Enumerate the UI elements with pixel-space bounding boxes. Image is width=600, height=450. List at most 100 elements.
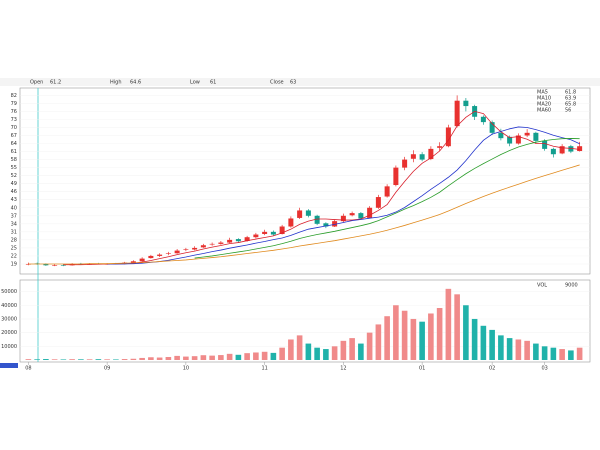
volume-tick-label: 50000 <box>1 289 17 295</box>
candle-body <box>262 231 268 234</box>
legend-value: 56 <box>565 108 571 114</box>
candle-body <box>60 265 66 266</box>
ma-line <box>28 164 580 265</box>
status-tab <box>0 363 18 368</box>
candle-body <box>480 116 486 123</box>
candle-body <box>253 234 259 238</box>
legend-value: 61.8 <box>565 90 576 96</box>
volume-bar <box>480 325 487 360</box>
volume-bar <box>34 359 40 360</box>
volume-bar <box>489 329 495 360</box>
candle-body <box>43 263 49 266</box>
volume-bar <box>323 349 329 360</box>
legend-name: MA5 <box>537 90 548 96</box>
y-tick-label: 28 <box>11 237 17 243</box>
price-panel <box>19 87 591 275</box>
header-label: High <box>110 80 122 86</box>
volume-bar <box>69 359 75 360</box>
candle-body <box>463 100 469 107</box>
y-tick-label: 19 <box>11 261 17 267</box>
volume-bar <box>43 359 49 360</box>
volume-bar <box>568 350 574 360</box>
volume-bar <box>209 355 215 360</box>
candle-body <box>489 122 495 133</box>
candle-body <box>244 237 250 241</box>
ma-line <box>194 138 580 259</box>
volume-bar <box>235 354 242 360</box>
candle-body <box>25 263 31 265</box>
volume-bar <box>183 356 189 360</box>
candle-body <box>393 167 399 186</box>
header-value: 63 <box>290 80 296 86</box>
candle-body <box>192 247 198 250</box>
volume-bar <box>498 335 504 360</box>
volume-bar <box>366 332 373 360</box>
candle-body <box>227 239 233 243</box>
volume-bar <box>200 355 207 360</box>
volume-bar <box>506 338 513 360</box>
volume-tick-label: 30000 <box>1 316 17 322</box>
y-tick-label: 43 <box>11 197 17 203</box>
x-tick-label: 08 <box>25 366 31 372</box>
candle-body <box>148 255 154 259</box>
candle-body <box>419 154 425 160</box>
candle-body <box>200 245 206 248</box>
y-tick-label: 73 <box>11 117 17 123</box>
volume-bar <box>78 359 84 360</box>
x-tick-label: 01 <box>419 366 425 372</box>
y-tick-label: 64 <box>11 141 17 147</box>
candle-body <box>358 213 364 219</box>
x-tick-label: 09 <box>104 366 110 372</box>
x-tick-label: 02 <box>489 366 495 372</box>
volume-tick-label: 40000 <box>1 303 17 309</box>
candle-body <box>515 135 521 144</box>
volume-bar <box>515 339 522 360</box>
volume-bar <box>314 347 320 360</box>
y-tick-label: 52 <box>11 173 17 179</box>
volume-bar <box>428 313 434 360</box>
y-tick-label: 37 <box>11 213 17 219</box>
candle-body <box>305 210 311 216</box>
candle-body <box>428 148 434 160</box>
x-tick-label: 10 <box>183 366 189 372</box>
candle-body <box>349 213 355 216</box>
ma-line <box>107 126 580 265</box>
volume-bar <box>148 357 154 360</box>
header-value: 61.2 <box>50 80 61 86</box>
legend-value: 63.9 <box>565 96 576 102</box>
y-tick-label: 40 <box>11 205 17 211</box>
volume-bar <box>384 316 390 360</box>
volume-bar <box>463 305 469 360</box>
volume-bar <box>244 353 250 360</box>
y-tick-label: 31 <box>11 229 17 235</box>
candle-body <box>410 154 416 159</box>
candle-body <box>524 132 530 136</box>
y-tick-label: 58 <box>11 157 17 163</box>
volume-bar <box>419 321 425 360</box>
candle-body <box>139 258 145 262</box>
candle-body <box>340 215 346 222</box>
volume-bar <box>121 359 128 360</box>
y-tick-label: 79 <box>11 101 17 107</box>
volume-bar <box>218 355 224 360</box>
header-value: 64.6 <box>130 80 141 86</box>
y-tick-label: 25 <box>11 245 17 251</box>
candle-body <box>445 127 451 147</box>
y-tick-label: 82 <box>11 93 17 99</box>
volume-bar <box>165 356 172 360</box>
candle-body <box>183 249 189 250</box>
candle-body <box>323 223 329 227</box>
candle-body <box>157 254 163 256</box>
volume-bar <box>104 359 110 360</box>
candle-body <box>402 159 408 168</box>
legend-name: MA60 <box>537 108 551 114</box>
volume-bar <box>349 338 355 360</box>
volume-legend-value: 9000 <box>565 283 578 289</box>
header-label: Close <box>270 80 284 86</box>
volume-bar <box>393 305 399 360</box>
volume-bar <box>550 347 557 360</box>
candle-body <box>577 146 583 152</box>
volume-bar <box>296 335 303 360</box>
